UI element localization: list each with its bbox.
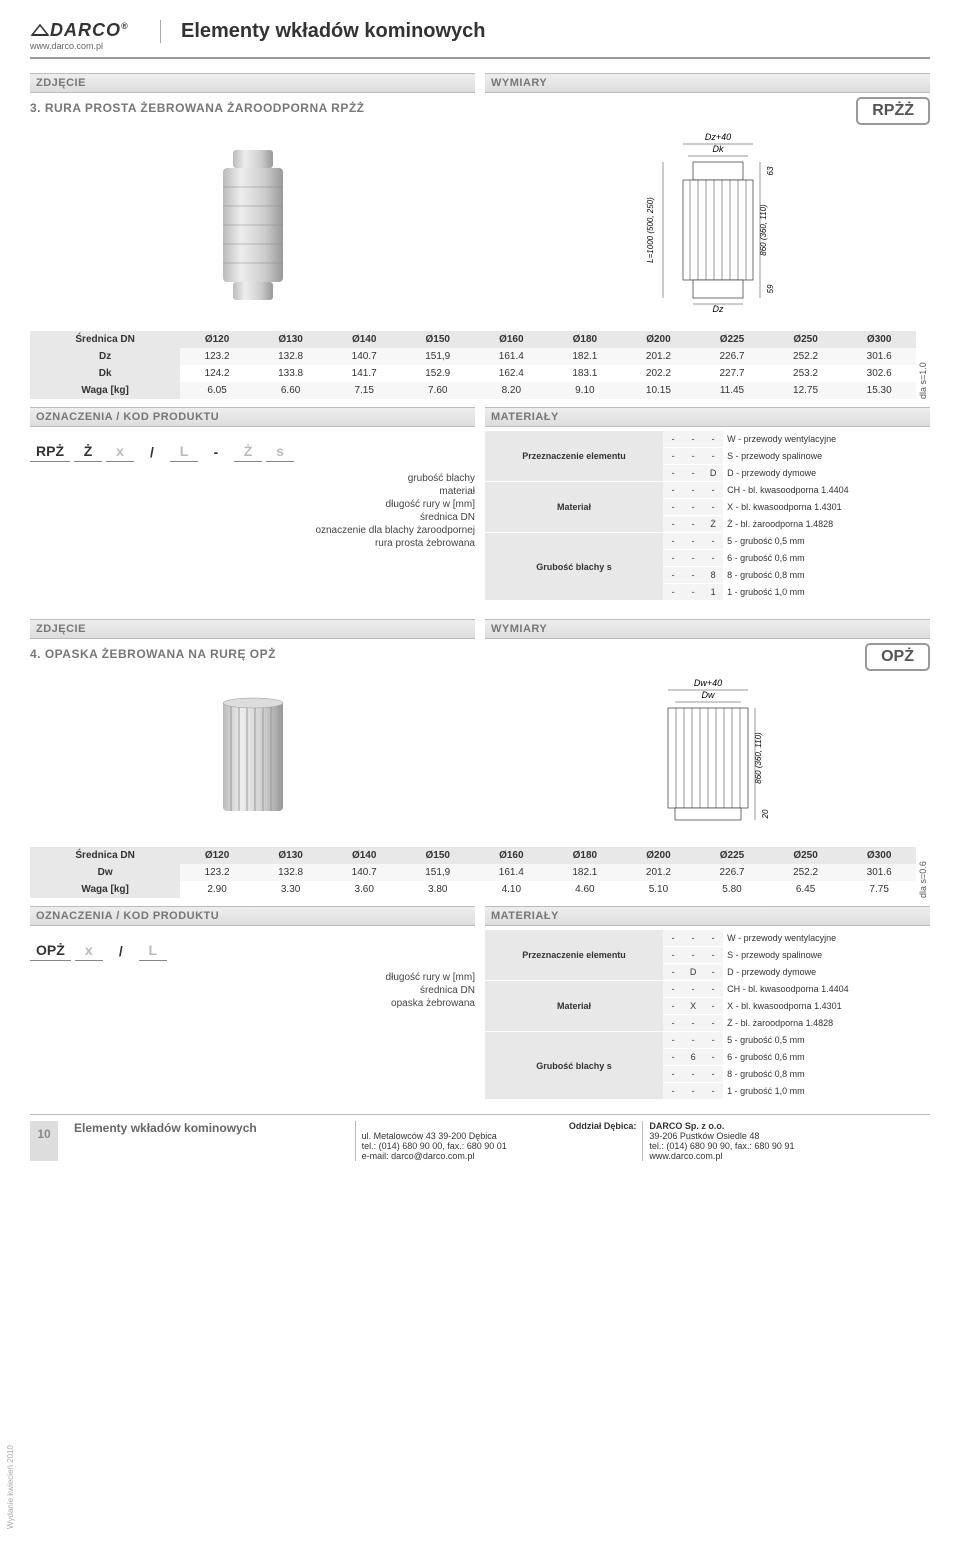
- page-header: DARCO® www.darco.com.pl Elementy wkładów…: [30, 20, 930, 59]
- logo: DARCO®: [30, 20, 160, 41]
- footer-addr1-l3: tel.: (014) 680 90 00, fax.: 680 90 01: [362, 1141, 637, 1151]
- footer-addr2-l4: www.darco.com.pl: [649, 1151, 924, 1161]
- footer-title: Elementy wkładów kominowych: [74, 1121, 257, 1135]
- product1-title: 3. RURA PROSTA ŻEBROWANA ŻAROODPORNA RPŻ…: [30, 101, 475, 115]
- svg-text:Dw+40: Dw+40: [693, 678, 721, 688]
- section-dims2: WYMIARY: [485, 619, 930, 639]
- section-code2: OZNACZENIA / KOD PRODUKTU: [30, 906, 475, 926]
- product1-code: RPŻŻ: [856, 97, 930, 125]
- section-mat1: MATERIAŁY: [485, 407, 930, 427]
- section-photo: ZDJĘCIE: [30, 73, 475, 93]
- product1-table: Średnica DNØ120Ø130Ø140Ø150Ø160Ø180Ø200Ø…: [30, 325, 930, 399]
- section-code1: OZNACZENIA / KOD PRODUKTU: [30, 407, 475, 427]
- svg-text:L=1000 (500, 250): L=1000 (500, 250): [646, 197, 655, 263]
- logo-url: www.darco.com.pl: [30, 41, 160, 51]
- product1-materials: Przeznaczenie elementu---W - przewody we…: [485, 431, 930, 601]
- svg-text:Dz+40: Dz+40: [704, 132, 730, 142]
- section-photo2: ZDJĘCIE: [30, 619, 475, 639]
- page-number: 10: [30, 1121, 58, 1161]
- svg-text:860 (360, 110): 860 (360, 110): [759, 204, 768, 256]
- product2-schema: OPŻx/L długość rury w [mm]średnica DNopa…: [30, 940, 475, 1010]
- product2-photo: [30, 671, 475, 841]
- product2-table: Średnica DNØ120Ø130Ø140Ø150Ø160Ø180Ø200Ø…: [30, 841, 930, 898]
- section-dims: WYMIARY: [485, 73, 930, 93]
- product2-title: 4. OPASKA ŻEBROWANA NA RURĘ OPŻ: [30, 647, 475, 661]
- footer-addr1-l1: Oddział Dębica:: [362, 1121, 637, 1131]
- product1-table-side: dla s=1.0: [916, 325, 930, 399]
- svg-text:63: 63: [766, 166, 775, 175]
- svg-text:Dw: Dw: [701, 690, 714, 700]
- product2-table-side: dla s=0.6: [916, 841, 930, 898]
- product1-photo: [30, 125, 475, 325]
- svg-text:Dz: Dz: [712, 304, 723, 314]
- product2-code: OPŻ: [865, 643, 930, 671]
- svg-text:860 (360, 110): 860 (360, 110): [754, 732, 763, 784]
- section-mat2: MATERIAŁY: [485, 906, 930, 926]
- svg-text:20: 20: [761, 809, 770, 819]
- svg-text:59: 59: [766, 284, 775, 293]
- footer-addr2-l3: tel.: (014) 680 90 90, fax.: 680 90 91: [649, 1141, 924, 1151]
- product1-schema: RPŻŻx/L-Żs grubość blachymateriałdługość…: [30, 441, 475, 550]
- footer-addr2-l1: DARCO Sp. z o.o.: [649, 1121, 924, 1131]
- footer-addr1-l4: e-mail: darco@darco.com.pl: [362, 1151, 637, 1161]
- svg-text:Dk: Dk: [712, 144, 723, 154]
- product1-dimensions: Dz+40 Dk Dz L=1000 (500, 250) 63 860 (36…: [485, 125, 930, 325]
- footer-addr2-l2: 39-206 Pustków Osiedle 48: [649, 1131, 924, 1141]
- product2-dimensions: Dw+40 Dw 860 (360, 110) 20: [485, 671, 930, 841]
- edition-date: Wydanie kwiecień 2010: [6, 1445, 15, 1529]
- product2-materials: Przeznaczenie elementu---W - przewody we…: [485, 930, 930, 1100]
- footer-addr1-l2: ul. Metalowców 43 39-200 Dębica: [362, 1131, 637, 1141]
- page-title: Elementy wkładów kominowych: [160, 20, 486, 43]
- footer: 10 Elementy wkładów kominowych Oddział D…: [30, 1114, 930, 1161]
